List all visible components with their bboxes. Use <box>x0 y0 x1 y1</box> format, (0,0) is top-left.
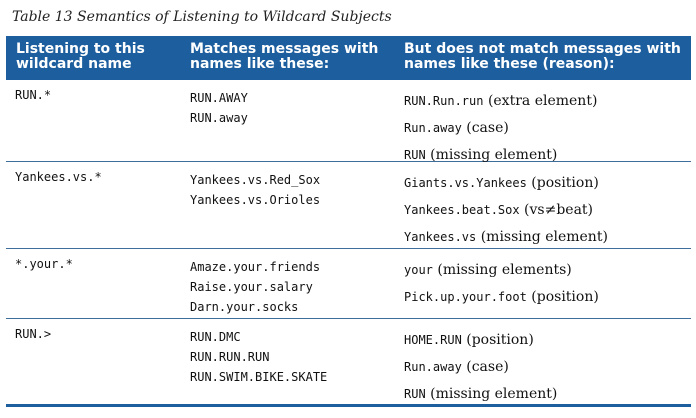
match-item: Yankees.vs.Orioles <box>190 193 321 207</box>
row-matches: RUN.AWAY RUN.away <box>190 80 404 161</box>
row-matches: RUN.DMC RUN.RUN.RUN RUN.SWIM.BIKE.SKATE <box>190 319 404 401</box>
match-item: RUN.AWAY <box>190 91 248 105</box>
row-non-matches: your (missing elements) Pick.up.your.foo… <box>404 249 691 318</box>
non-match-item: RUN (missing element) <box>404 386 558 402</box>
match-item: Yankees.vs.Red_Sox <box>190 173 321 187</box>
non-match-item: your (missing elements) <box>404 262 572 278</box>
table-row: RUN.> RUN.DMC RUN.RUN.RUN RUN.SWIM.BIKE.… <box>6 319 691 402</box>
row-non-matches: HOME.RUN (position) Run.away (case) RUN … <box>404 319 691 402</box>
wildcard-semantics-table: Listening to this wildcard name Matches … <box>6 36 691 402</box>
row-matches: Yankees.vs.Red_Sox Yankees.vs.Orioles <box>190 162 404 248</box>
row-matches: Amaze.your.friends Raise.your.salary Dar… <box>190 249 404 318</box>
non-match-item: Yankees.beat.Sox (vs≠beat) <box>404 202 594 218</box>
table-bottom-rule <box>6 404 691 407</box>
table-row: RUN.* RUN.AWAY RUN.away RUN.Run.run (ext… <box>6 80 691 163</box>
table-caption: Table 13 Semantics of Listening to Wildc… <box>12 9 392 25</box>
table-header: Listening to this wildcard name Matches … <box>6 36 691 80</box>
non-match-item: HOME.RUN (position) <box>404 332 534 348</box>
match-item: Raise.your.salary <box>190 280 313 294</box>
non-match-item: Giants.vs.Yankees (position) <box>404 175 599 191</box>
match-item: RUN.RUN.RUN <box>190 350 270 364</box>
non-match-item: Pick.up.your.foot (position) <box>404 289 599 305</box>
non-match-item: Yankees.vs (missing element) <box>404 229 608 245</box>
header-col-pattern: Listening to this wildcard name <box>16 41 145 72</box>
header-col-non-matches: But does not match messages with names l… <box>404 41 681 72</box>
match-item: Amaze.your.friends <box>190 260 321 274</box>
non-match-item: RUN.Run.run (extra element) <box>404 93 598 109</box>
non-match-item: Run.away (case) <box>404 120 509 136</box>
match-item: RUN.DMC <box>190 330 241 344</box>
row-pattern: RUN.* <box>15 88 52 102</box>
table-row: Yankees.vs.* Yankees.vs.Red_Sox Yankees.… <box>6 162 691 249</box>
non-match-item: RUN (missing element) <box>404 147 558 163</box>
header-col-matches: Matches messages with names like these: <box>190 41 379 72</box>
row-pattern: *.your.* <box>15 257 73 271</box>
row-non-matches: RUN.Run.run (extra element) Run.away (ca… <box>404 80 691 163</box>
row-non-matches: Giants.vs.Yankees (position) Yankees.bea… <box>404 162 691 248</box>
row-pattern: RUN.> <box>15 327 52 341</box>
match-item: RUN.away <box>190 111 248 125</box>
non-match-item: Run.away (case) <box>404 359 509 375</box>
match-item: RUN.SWIM.BIKE.SKATE <box>190 370 328 384</box>
table-row: *.your.* Amaze.your.friends Raise.your.s… <box>6 249 691 319</box>
match-item: Darn.your.socks <box>190 300 299 314</box>
row-pattern: Yankees.vs.* <box>15 170 102 184</box>
